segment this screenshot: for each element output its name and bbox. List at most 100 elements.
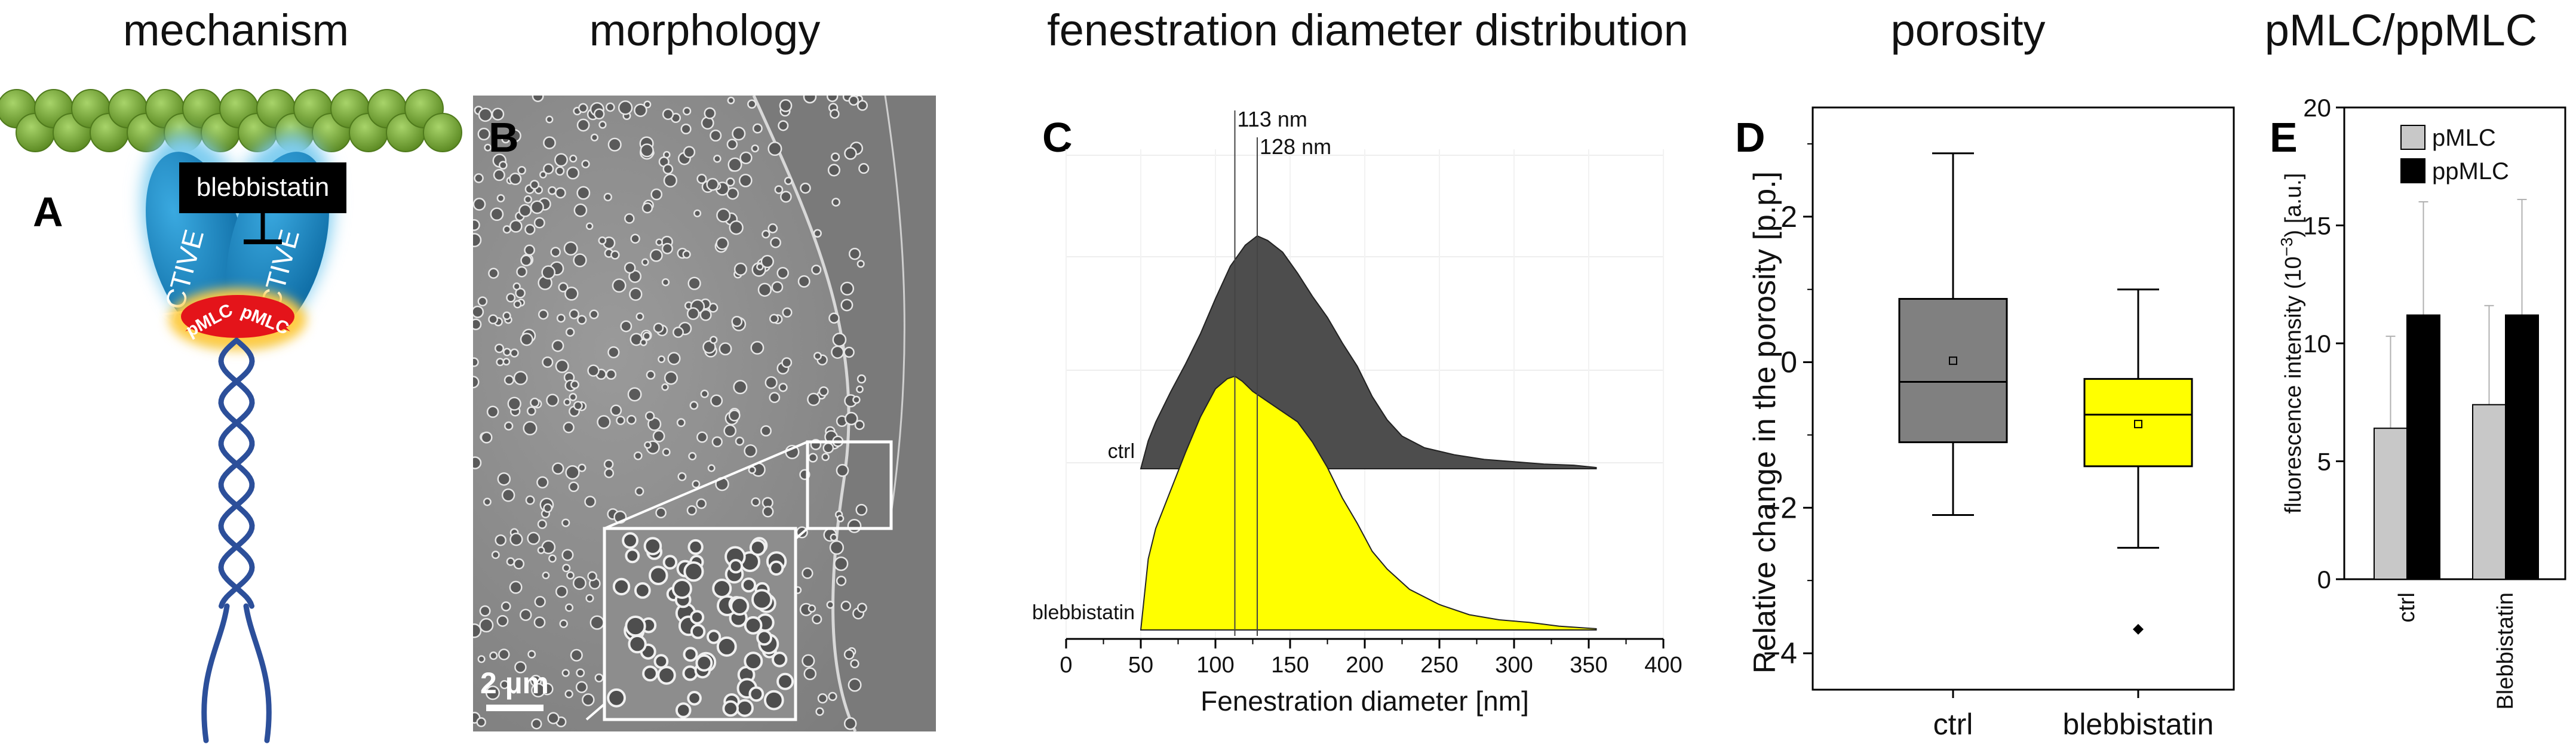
bar-ppMLC (2505, 314, 2539, 580)
fenestration-pore (826, 601, 834, 609)
fenestration-pore (831, 198, 840, 207)
sem-micrograph: 2 µm (473, 96, 936, 731)
fenestration-pore (503, 348, 511, 356)
fenestration-pore (649, 248, 663, 262)
y-tick-label: −4 (1763, 637, 1797, 670)
inset-pore (736, 699, 754, 717)
fenestration-pore (856, 100, 868, 111)
fenestration-pore (635, 312, 644, 321)
fenestration-pore (546, 394, 560, 407)
fenestration-pore (569, 393, 578, 401)
inset-pore (687, 691, 702, 706)
fenestration-pore (558, 282, 569, 293)
inset-pore (687, 539, 704, 555)
fenestration-pore (573, 253, 587, 268)
fenestration-pore (485, 685, 501, 700)
fenestration-pore (612, 278, 627, 293)
y-tick-label: 10 (2303, 330, 2331, 358)
inset-pore (642, 665, 658, 682)
fenestration-pore (701, 116, 714, 130)
fenestration-pore (829, 540, 845, 555)
y-tick-label: 0 (2317, 565, 2331, 594)
fenestration-pore (840, 601, 852, 611)
fenestration-pore (573, 203, 588, 217)
fenestration-pore (594, 673, 604, 683)
inset-pore (730, 596, 750, 616)
y-tick-label: 5 (2317, 448, 2331, 476)
fenestration-pore (525, 495, 535, 505)
fenestration-pore (512, 282, 521, 291)
fenestration-pore (534, 596, 546, 608)
fenestration-pore (548, 554, 557, 563)
series-label-blebbistatin: blebbistatin (1032, 601, 1135, 624)
fenestration-pore (683, 146, 696, 158)
fenestration-pore (778, 383, 788, 392)
fenestration-pore (845, 411, 858, 426)
fenestration-pore (854, 420, 865, 431)
fenestration-pore (647, 417, 662, 431)
fenestration-pore (532, 96, 544, 102)
fenestration-pore (831, 152, 840, 162)
fenestration-pore (682, 250, 691, 259)
inset-pore (657, 666, 676, 685)
fenestration-pore (570, 380, 579, 389)
x-tick-label: 400 (1644, 653, 1682, 678)
fenestration-pore (802, 654, 815, 668)
inset-pore (751, 589, 773, 610)
fenestration-pore (831, 345, 845, 359)
fenestration-pore (693, 209, 702, 217)
x-tick-label: 350 (1570, 653, 1607, 678)
fenestration-pore (593, 108, 605, 120)
fenestration-pore (520, 333, 533, 346)
inset-pore (622, 532, 639, 549)
fenestration-pore (509, 533, 523, 546)
fenestration-pore (604, 468, 615, 478)
fenestration-pore (808, 604, 816, 613)
fenestration-pore (518, 204, 532, 217)
inset-pore (625, 615, 646, 637)
fenestration-pore (473, 357, 479, 367)
fenestration-pore (640, 339, 647, 346)
fenestration-pore (856, 385, 864, 394)
inset-pore (776, 672, 794, 690)
x-axis-label: Fenestration diameter [nm] (1201, 685, 1529, 717)
fenestration-pore (597, 415, 611, 429)
fenestration-pore (543, 136, 556, 149)
fenestration-pore (545, 115, 554, 124)
x-tick-label: 250 (1420, 653, 1458, 678)
x-tick-label: 300 (1495, 653, 1533, 678)
fenestration-pore (751, 144, 759, 153)
fenestration-pore (762, 230, 770, 239)
fenestration-pore (582, 693, 595, 706)
bar-pMLC (2472, 404, 2506, 580)
fenestration-pore (784, 176, 793, 185)
inset-pore (712, 579, 732, 598)
fenestration-pore (537, 546, 545, 554)
fenestration-pore (533, 616, 546, 629)
series-label-ctrl: ctrl (1108, 440, 1135, 463)
outlier-marker (2133, 623, 2144, 635)
fenestration-pore (800, 182, 811, 194)
fenestration-pore (548, 186, 557, 195)
fenestration-pore (516, 266, 527, 278)
fenestration-pore (686, 505, 697, 516)
fenestration-pore (488, 314, 498, 325)
fenestration-pore (508, 129, 521, 143)
fenestration-pore (502, 358, 511, 366)
fenestration-pore (504, 421, 514, 431)
fenestration-pore (640, 143, 654, 158)
fenestration-pore (537, 519, 547, 529)
fenestration-pore (767, 142, 782, 156)
fenestration-pore (610, 404, 622, 417)
fenestration-pore (531, 718, 542, 730)
fenestration-pore (782, 307, 793, 318)
fenestration-pore (756, 263, 764, 270)
fenestration-pore (769, 392, 781, 404)
fenestration-pore (762, 506, 774, 518)
fenestration-pore (515, 287, 526, 299)
fenestration-pore (760, 425, 772, 437)
fenestration-pore (524, 224, 536, 235)
fenestration-pore (551, 339, 564, 352)
actin-filament (0, 89, 462, 152)
fenestration-pore (563, 241, 578, 256)
